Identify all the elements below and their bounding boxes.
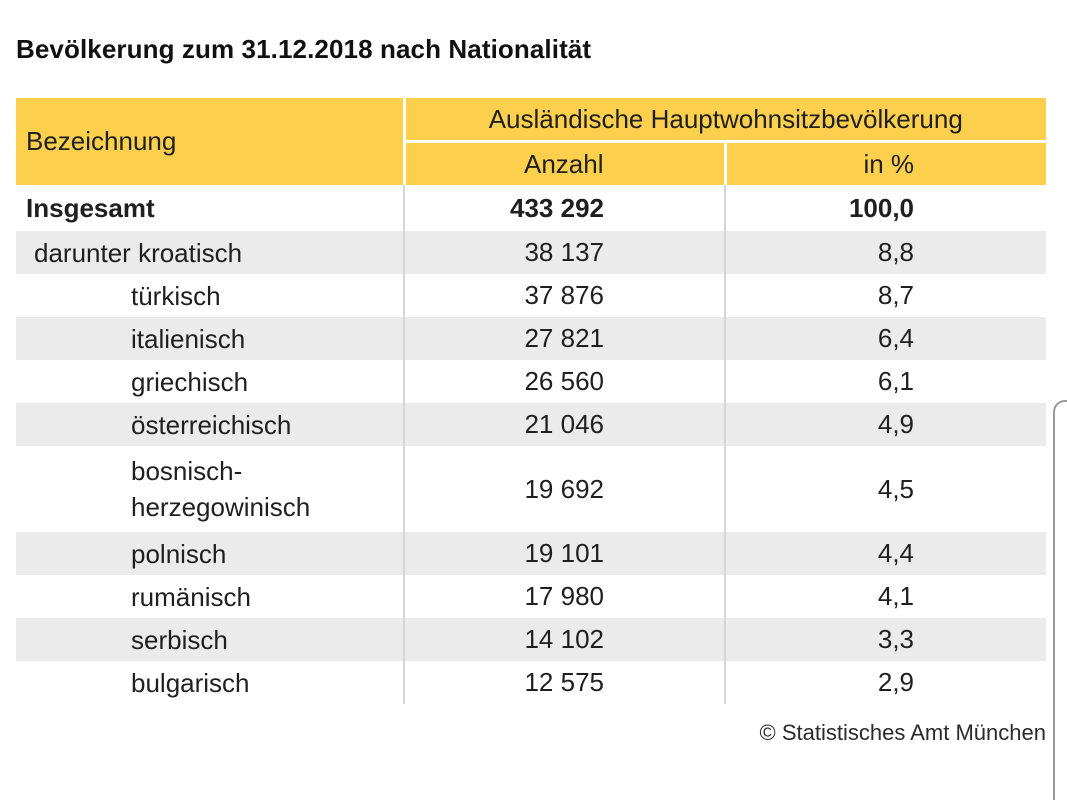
header-group: Ausländische Hauptwohnsitzbevölkerung (404, 98, 1047, 143)
header-anzahl: Anzahl (404, 141, 727, 185)
row-anzahl: 19 101 (404, 532, 726, 575)
row-anzahl: 37 876 (404, 274, 726, 317)
row-anzahl: 27 821 (404, 317, 726, 360)
row-anzahl: 19 692 (404, 446, 726, 532)
row-label-line2: herzegowinisch (131, 492, 311, 522)
row-anzahl: 21 046 (404, 403, 726, 446)
table-row-insgesamt: Insgesamt 433 292 100,0 (16, 185, 1046, 231)
table-row: türkisch 37 876 8,7 (16, 274, 1046, 317)
row-label: Insgesamt (16, 185, 405, 231)
row-label: italienisch (16, 317, 405, 360)
row-label: bosnisch- herzegowinisch (16, 446, 405, 532)
row-anzahl: 17 980 (404, 575, 726, 618)
row-label: griechisch (16, 360, 405, 403)
row-label: türkisch (16, 274, 405, 317)
table-row: polnisch 19 101 4,4 (16, 532, 1047, 575)
population-table: Bezeichnung Ausländische Hauptwohnsitzbe… (16, 98, 1047, 704)
table-row: serbisch 14 102 3,3 (16, 618, 1047, 661)
page-edge-divider (1053, 400, 1067, 800)
row-anzahl: 38 137 (404, 231, 726, 274)
row-label: rumänisch (16, 575, 405, 618)
row-prozent: 8,7 (877, 280, 915, 310)
table-row: österreichisch 21 046 4,9 (16, 403, 1047, 446)
row-prozent: 8,8 (725, 231, 1047, 274)
table-row: rumänisch 17 980 4,1 (16, 575, 1046, 618)
row-prozent: 3,3 (725, 618, 1047, 661)
row-prozent: 4,9 (725, 403, 1047, 446)
row-label: serbisch (16, 618, 405, 661)
row-anzahl: 433 292 (404, 185, 726, 231)
row-prozent: 4,4 (725, 532, 1047, 575)
row-prozent: 4,5 (877, 473, 915, 504)
header-bezeichnung: Bezeichnung (16, 98, 406, 185)
row-prozent: 6,1 (877, 366, 915, 396)
row-label: polnisch (16, 532, 405, 575)
row-label: österreichisch (16, 403, 405, 446)
row-prozent: 6,4 (725, 317, 1047, 360)
table-row: bosnisch- herzegowinisch 19 692 4,5 (16, 446, 1046, 532)
row-label: darunter kroatisch (16, 231, 405, 274)
row-anzahl: 26 560 (404, 360, 726, 403)
table-row: darunter kroatisch 38 137 8,8 (16, 231, 1047, 274)
row-prozent: 2,9 (877, 667, 915, 697)
row-label-line1: bosnisch- (131, 456, 243, 486)
table-row: bulgarisch 12 575 2,9 (16, 661, 1046, 704)
row-anzahl: 14 102 (404, 618, 726, 661)
page-title: Bevölkerung zum 31.12.2018 nach National… (16, 34, 592, 64)
header-prozent: in % (725, 141, 1047, 185)
table-row: italienisch 27 821 6,4 (16, 317, 1047, 360)
table-row: griechisch 26 560 6,1 (16, 360, 1046, 403)
row-anzahl: 12 575 (404, 661, 726, 704)
source-credit: © Statistisches Amt München (759, 720, 1046, 745)
row-prozent: 100,0 (848, 192, 915, 223)
row-label: bulgarisch (16, 661, 405, 704)
row-prozent: 4,1 (877, 581, 915, 611)
